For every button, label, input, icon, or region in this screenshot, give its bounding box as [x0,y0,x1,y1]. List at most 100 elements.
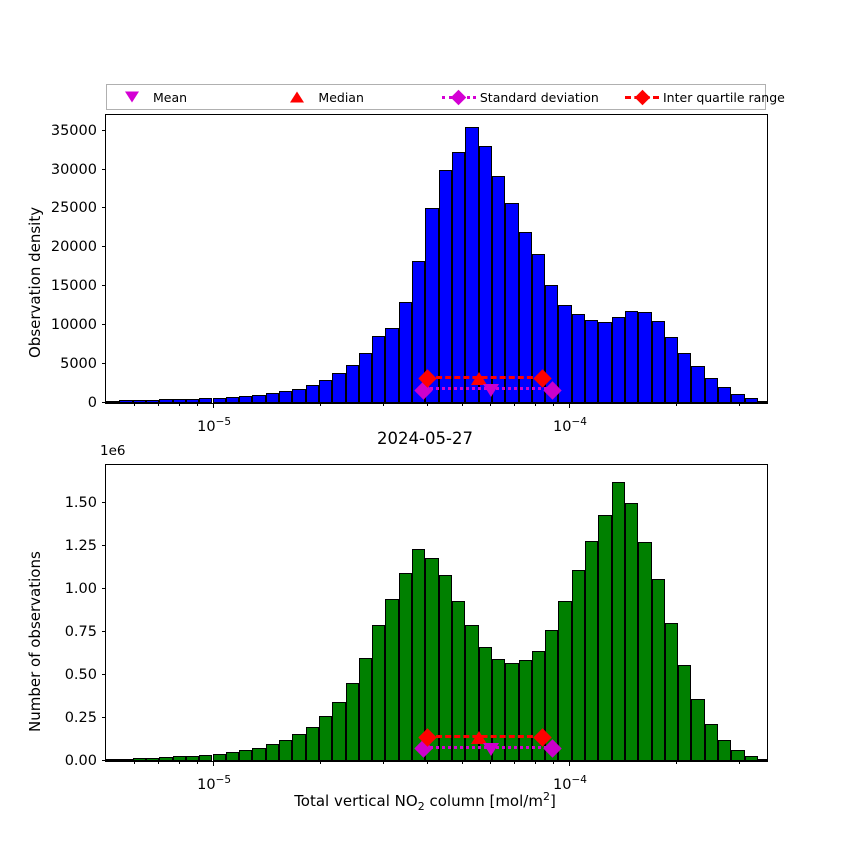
x-axis-minor-tick [158,403,159,406]
x-axis-tick-label: 10−4 [553,416,587,435]
histogram-bar [345,682,359,761]
y-axis-tick: 0 [88,395,106,411]
histogram-bar [651,578,665,761]
histogram-bar [318,380,333,403]
histogram-bar [412,261,426,403]
histogram-bar [624,502,639,761]
x-axis-minor-tick [196,761,198,764]
y-axis-tick: 5000 [60,356,106,372]
x-axis-minor-tick [738,403,740,406]
y-axis-tick: 15000 [51,278,106,294]
x-axis-minor-tick [158,761,159,764]
histogram-bar [385,328,399,403]
x-axis-minor-tick [427,403,429,406]
histogram-bar [611,482,625,761]
histogram-bar [119,400,133,403]
histogram-bar [345,364,359,403]
histogram-bar [465,625,479,761]
histogram-bar [425,208,439,403]
x-axis-minor-tick [320,403,322,406]
number-of-observations-plot: 0.00 0.25 0.50 0.75 1.00 1.25 1.50 10−5 10−4 [65,464,768,793]
histogram-bar [265,744,280,761]
histogram-bar [332,701,346,761]
histogram-bar [611,316,625,403]
x-axis-minor-tick [534,761,536,764]
legend-label-inter-quartile-range: Inter quartile range [663,89,785,105]
x-axis-major-tick: 10−4 [553,761,587,793]
histogram-bar [691,699,705,761]
y-axis-tick: 30000 [51,162,106,178]
legend-item-standard-deviation: Standard deviation [441,85,625,109]
x-axis-major-tick: 10−4 [553,403,587,435]
legend-item-median: Median [280,85,441,109]
histogram-bar [731,393,745,403]
x-axis-minor-tick [552,403,554,406]
x-axis-minor-tick [490,761,492,764]
histogram-bar [638,542,652,761]
x-axis-tick-label: 10−5 [197,774,232,793]
histogram-bar [624,311,639,403]
histogram-bar [518,231,532,403]
histogram-bar [372,336,386,403]
histogram-bar [385,599,399,761]
histogram-bar [571,569,585,761]
y-axis-tick-label: 25000 [50,200,97,217]
x-axis-minor-tick [461,403,463,406]
histogram-bar [372,625,386,761]
histogram-bar [292,734,306,761]
y-axis-tick: 10000 [51,317,106,333]
x-axis-minor-tick [382,761,384,764]
x-axis-minor-tick [196,403,198,406]
histogram-bar [305,726,319,761]
y-axis-tick-label: 35000 [50,122,97,139]
histogram-bar [132,758,146,761]
histogram-bar [279,740,293,761]
x-axis-major-tick: 10−5 [197,403,231,435]
x-axis-minor-tick [178,761,180,764]
histogram-bar [119,758,133,761]
histogram-bar [651,320,665,403]
histogram-bar [159,399,173,403]
legend-label-median: Median [318,89,364,105]
histogram-bar [265,393,280,403]
triangle-up-icon [280,87,314,107]
histogram-bar [159,757,173,761]
histogram-bar [358,657,373,761]
histogram-bar [531,253,546,403]
histogram-bar [239,750,253,761]
histogram-bar [757,400,767,403]
histogram-bar [106,400,120,403]
histogram-bar [305,385,319,403]
histogram-bar [585,540,599,761]
histogram-bar [744,755,758,761]
histogram-bar [172,398,186,403]
histogram-bar [212,753,226,761]
x-axis-minor-tick [738,761,740,764]
histogram-bar [558,304,572,403]
histogram-bar [145,399,160,403]
median-marker [471,730,488,744]
y-axis-tick: 1.50 [65,495,106,511]
histogram-bar [412,549,426,761]
y-axis-tick: 0.75 [65,624,106,640]
histogram-bar [106,758,120,761]
diamond-dashed-icon [625,87,659,107]
histogram-bar [718,387,732,403]
histogram-bar [145,757,160,761]
diamond-dotted-icon [441,87,476,107]
histogram-bar [731,750,745,761]
histogram-bar [239,396,253,403]
histogram-bar [598,322,612,403]
histogram-bar [505,202,519,403]
x-axis-minor-tick [534,403,536,406]
observation-density-plot: 0 5000 10000 15000 20000 25000 30000 35000 10−5 1… [51,114,768,435]
histogram-bar [252,747,266,761]
histogram-bar [704,724,719,761]
histogram-bar [199,398,213,403]
histogram-bar [678,353,692,403]
mean-marker [483,742,500,756]
histogram-bar [199,754,213,761]
histogram-bar [545,285,559,403]
histogram-bar [172,756,186,761]
y-axis-tick: 1.00 [65,581,106,597]
